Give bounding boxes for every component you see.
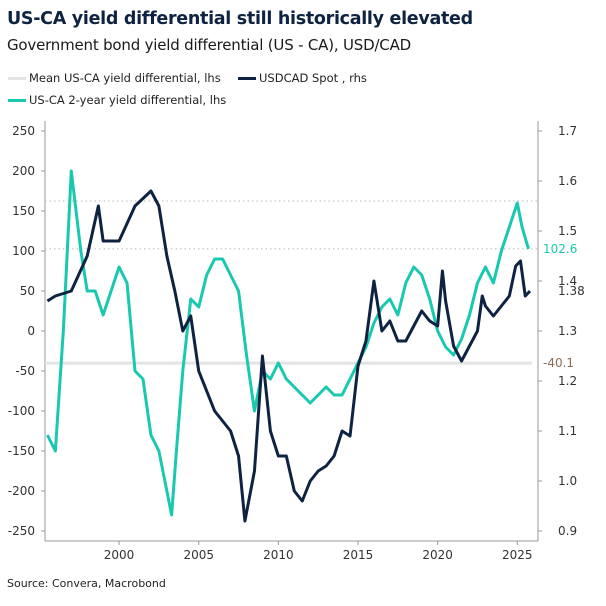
left-tick-label: -100 bbox=[8, 404, 35, 418]
legend-teal: US-CA 2-year yield differential, lhs bbox=[8, 93, 226, 107]
usdcad-spot-line bbox=[46, 189, 532, 523]
left-tick-label: 50 bbox=[20, 284, 35, 298]
right-tick-label: 0.9 bbox=[558, 524, 577, 538]
right-tick-label: 1.4 bbox=[558, 274, 577, 288]
right-tick-label: 1.6 bbox=[558, 174, 577, 188]
left-tick-label: -50 bbox=[15, 364, 35, 378]
x-tick-label: 2000 bbox=[104, 548, 135, 562]
right-tick-label: 1.5 bbox=[558, 224, 577, 238]
legend-swatch-teal bbox=[8, 98, 26, 102]
left-tick-label: -250 bbox=[8, 524, 35, 538]
legend-mean: Mean US-CA yield differential, lhs bbox=[8, 71, 221, 85]
x-tick-label: 2015 bbox=[343, 548, 374, 562]
left-tick-label: -200 bbox=[8, 484, 35, 498]
left-tick-label: 250 bbox=[12, 124, 35, 138]
left-tick-label: 150 bbox=[12, 204, 35, 218]
right-tick-label: 1.0 bbox=[558, 474, 577, 488]
x-tick-label: 2010 bbox=[263, 548, 294, 562]
x-tick-label: 2025 bbox=[502, 548, 533, 562]
left-tick-label: 100 bbox=[12, 244, 35, 258]
right-tick-label: 1.1 bbox=[558, 424, 577, 438]
legend-swatch-spot bbox=[238, 76, 256, 80]
legend-label: US-CA 2-year yield differential, lhs bbox=[29, 93, 227, 107]
legend-swatch-mean bbox=[8, 76, 26, 80]
right-tick-label: 1.7 bbox=[558, 124, 577, 138]
left-tick-label: -150 bbox=[8, 444, 35, 458]
right-tick-label: 1.2 bbox=[558, 374, 577, 388]
spot-end-label: 1.38 bbox=[558, 284, 585, 298]
chart-subtitle: Government bond yield differential (US -… bbox=[7, 36, 411, 54]
x-tick-label: 2005 bbox=[183, 548, 214, 562]
legend-spot: USDCAD Spot , rhs bbox=[238, 71, 367, 85]
right-tick-label: 1.3 bbox=[558, 324, 577, 338]
yield-differential-line bbox=[46, 169, 530, 517]
left-tick-label: 200 bbox=[12, 164, 35, 178]
source-note: Source: Convera, Macrobond bbox=[7, 577, 166, 590]
chart-title: US-CA yield differential still historica… bbox=[7, 9, 473, 29]
teal-end-label: 102.6 bbox=[543, 242, 577, 256]
legend-label: Mean US-CA yield differential, lhs bbox=[29, 71, 221, 85]
left-tick-label: 0 bbox=[27, 324, 35, 338]
mean-label: -40.1 bbox=[543, 356, 574, 370]
x-tick-label: 2020 bbox=[422, 548, 453, 562]
legend-label: USDCAD Spot , rhs bbox=[259, 71, 367, 85]
